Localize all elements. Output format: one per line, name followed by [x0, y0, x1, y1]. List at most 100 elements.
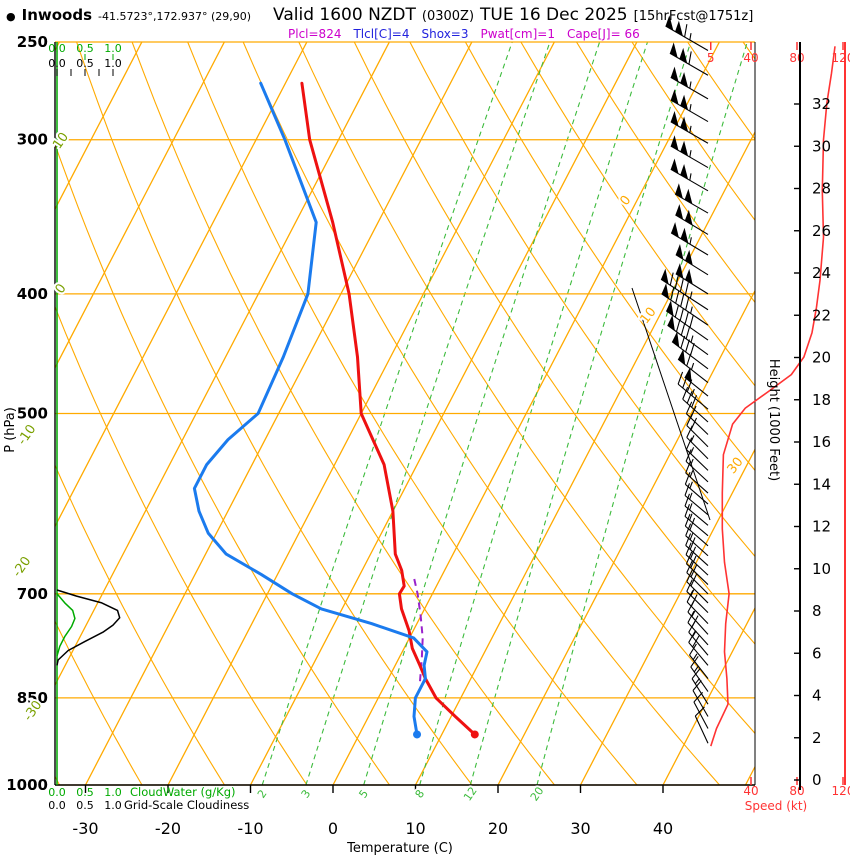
temperature-tick-label: 20 — [488, 819, 508, 838]
height-tick-label: 6 — [812, 644, 822, 662]
pressure-tick-label: 500 — [17, 405, 48, 423]
sounding-curves — [192, 81, 479, 739]
height-tick-label: 26 — [812, 222, 831, 240]
pressure-tick-label: 300 — [17, 131, 48, 149]
isotherm-label: 30 — [725, 455, 747, 477]
speed-axis-title: Speed (kt) — [745, 799, 807, 813]
cloudiness-scale-tick-top: 0.5 — [76, 57, 94, 70]
param-chip: Cape[J]= 66 — [566, 27, 640, 41]
pressure-tick-label: 1000 — [6, 776, 48, 794]
param-chip: Tlcl[C]=4 — [353, 27, 410, 41]
param-chip: Pwat[cm]=1 — [480, 27, 555, 41]
speed-tick-label-top: 5 — [707, 51, 715, 65]
wind-envelope-line — [631, 287, 711, 521]
cloudiness-scale-tick-bottom: 1.0 — [104, 799, 122, 812]
cloud-water-curve — [56, 593, 76, 657]
height-tick-label: 16 — [812, 433, 831, 451]
speed-tick-label-top: 120 — [832, 51, 850, 65]
header: ● Inwoods -41.5723°,172.937° (29,90) Val… — [6, 5, 846, 25]
dry-adiabat-label: 10 — [50, 130, 72, 152]
temperature-tick-label: 40 — [653, 819, 673, 838]
height-tick-label: 2 — [812, 729, 822, 747]
isotherm-label: 0 — [617, 193, 634, 209]
station-bullet-icon: ● — [6, 10, 16, 23]
height-tick-label: 28 — [812, 180, 831, 198]
wind-speed-curve — [710, 46, 836, 747]
mixing-ratio-label: 2 — [255, 787, 270, 800]
height-tick-label: 18 — [812, 391, 831, 409]
pressure-tick-label: 700 — [17, 585, 48, 603]
mixing-ratio-label: 20 — [528, 785, 547, 804]
mixing-ratio-label: 12 — [461, 785, 480, 804]
dry-adiabat-label: -10 — [15, 422, 39, 448]
height-tick-label: 4 — [812, 687, 822, 705]
temperature-tick-label: 30 — [570, 819, 590, 838]
temperature-tick-label: -30 — [72, 819, 98, 838]
height-tick-label: 12 — [812, 518, 831, 536]
height-tick-label: 24 — [812, 264, 831, 282]
valid-date: TUE 16 Dec 2025 — [480, 5, 628, 25]
speed-tick-label-bottom: 120 — [832, 784, 850, 798]
temperature-axis-title: Temperature (C) — [346, 841, 453, 856]
temperature-tick-label: 0 — [328, 819, 338, 838]
cloudwater-scale-tick-top: 1.0 — [104, 42, 122, 55]
surface-temperature-dot — [470, 730, 479, 739]
height-tick-label: 22 — [812, 306, 831, 324]
speed-tick-label-top: 40 — [743, 51, 758, 65]
temperature-tick-label: 10 — [405, 819, 425, 838]
mixing-ratio-label: 8 — [413, 787, 428, 800]
cloudwater-scale-tick-bottom: 0.0 — [48, 786, 66, 799]
height-tick-label: 30 — [812, 137, 831, 155]
temperature-tick-label: -20 — [155, 819, 181, 838]
dry-adiabat-label: -20 — [10, 554, 34, 580]
speed-tick-label-bottom: 80 — [789, 784, 804, 798]
surface-dewpoint-dot — [413, 730, 422, 739]
mixing-ratio-lines — [261, 42, 748, 785]
valid-time-zulu: (0300Z) — [421, 9, 475, 24]
cloudiness-scale-title: Grid-Scale Cloudiness — [124, 798, 249, 812]
pressure-gridlines — [55, 41, 755, 786]
cloudiness-scale-tick-top: 1.0 — [104, 57, 122, 70]
speed-tick-label-bottom: 40 — [743, 784, 758, 798]
cloudiness-scale-tick-bottom: 0.5 — [76, 799, 94, 812]
pressure-tick-label: 250 — [17, 33, 48, 51]
mixing-ratio-label: 5 — [357, 787, 372, 800]
height-tick-label: 32 — [812, 95, 831, 113]
height-tick-label: 20 — [812, 349, 831, 367]
cloudiness-scale-tick-bottom: 0.0 — [48, 799, 66, 812]
speed-panel: 540801204080120Speed (kt) — [707, 42, 850, 813]
plot-frame — [54, 42, 756, 786]
grid-scale-cloudiness-curve — [56, 589, 121, 666]
cloudwater-scale-tick-top: 0.0 — [48, 42, 66, 55]
pressure-axis-title: P (hPa) — [3, 407, 18, 453]
temperature-tick-label: -10 — [237, 819, 263, 838]
parcel-path — [413, 578, 424, 682]
valid-time: Valid 1600 NZDT — [273, 5, 416, 25]
cloudiness-scale-tick-top: 0.0 — [48, 57, 66, 70]
cloudwater-scale-title: CloudWater (g/Kg) — [130, 785, 236, 799]
pressure-tick-label: 400 — [17, 285, 48, 303]
cloudwater-scale-tick-bottom: 0.5 — [76, 786, 94, 799]
speed-tick-label-top: 80 — [789, 51, 804, 65]
cloudwater-scale-tick-top: 0.5 — [76, 42, 94, 55]
isotherm-label: 10 — [638, 305, 660, 327]
sounding-parameters: Plcl=824 Tlcl[C]=4 Shox=3 Pwat[cm]=1 Cape[J]… — [288, 27, 640, 41]
height-tick-label: 10 — [812, 560, 831, 578]
station-name: Inwoods — [21, 6, 93, 24]
cloud-scales: 0.00.00.00.00.50.50.50.51.01.01.01.0Clou… — [48, 42, 249, 812]
pressure-axis: 250 300 400 500 700 850 1000 P (hPa) — [3, 33, 48, 794]
temperature-axis: -30 -20 -10 0 10 20 30 40 Temperature (C) — [72, 785, 673, 856]
cloud-profiles — [56, 42, 121, 785]
cloudwater-scale-tick-bottom: 1.0 — [104, 786, 122, 799]
dry-adiabat-lines — [55, 42, 755, 785]
height-axis-title: Height (1000 Feet) — [766, 359, 781, 481]
height-tick-label: 0 — [812, 771, 822, 789]
mixing-ratio-label: 3 — [299, 787, 314, 800]
height-tick-label: 14 — [812, 475, 831, 493]
station-coordinates: -41.5723°,172.937° (29,90) — [98, 10, 252, 23]
param-chip: Plcl=824 — [288, 27, 342, 41]
forecast-hour: [15hrFcst@1751z] — [633, 9, 754, 24]
